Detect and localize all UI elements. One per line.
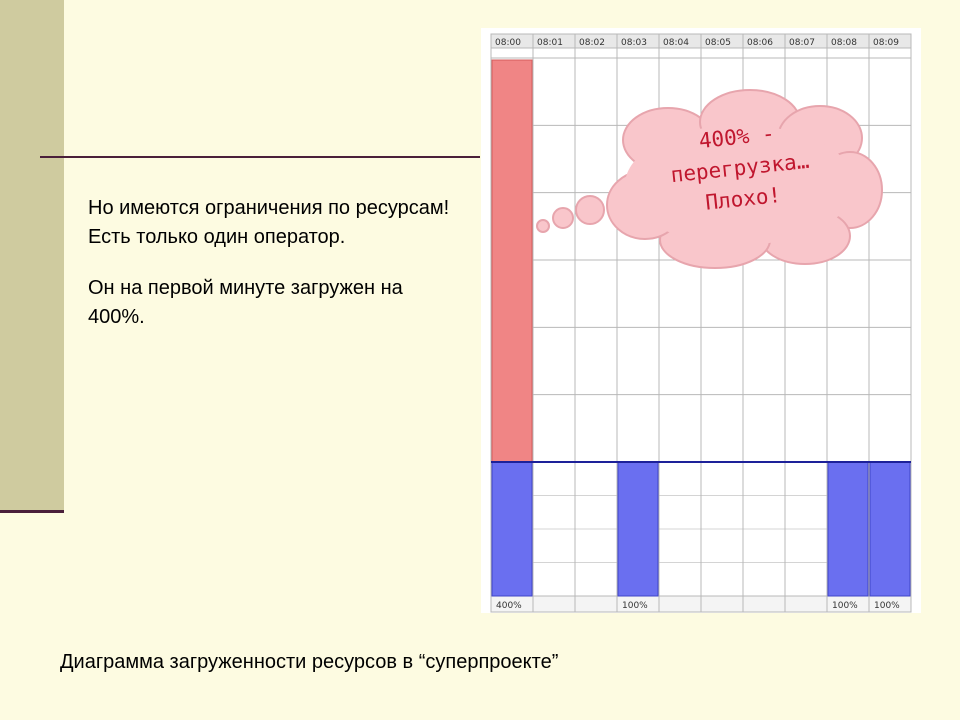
tick-label: 08:00 [495,38,521,48]
data-label: 100% [832,601,858,611]
cloud-body [625,125,855,245]
body-text: Но имеются ограничения по ресурсам! Есть… [88,194,458,354]
bar-within-capacity [491,461,533,597]
tick-label: 08:05 [705,38,731,48]
tick-label: 08:08 [831,38,857,48]
tick-label: 08:02 [579,38,605,48]
paragraph-constraint: Но имеются ограничения по ресурсам! Есть… [88,197,450,248]
bubble-dot-2 [552,207,574,229]
bar-overload [491,59,533,463]
bar-within-capacity [827,461,869,597]
bar-within-capacity [869,461,911,597]
data-label: 400% [496,601,522,611]
paragraph-overload: Он на первой минуте загружен на 400%. [88,277,403,328]
data-label: 100% [874,601,900,611]
tick-label: 08:07 [789,38,815,48]
bubble-dot-1 [536,219,550,233]
tick-label: 08:06 [747,38,773,48]
title-rule [40,156,480,158]
side-band [0,0,64,512]
tick-label: 08:01 [537,38,563,48]
bubble-dot-3 [575,195,605,225]
bar-within-capacity [617,461,659,597]
tick-label: 08:04 [663,38,689,48]
chart-caption: Диаграмма загруженности ресурсов в “супе… [60,651,559,673]
data-label: 100% [622,601,648,611]
side-rule [0,510,64,513]
tick-label: 08:03 [621,38,647,48]
tick-label: 08:09 [873,38,899,48]
